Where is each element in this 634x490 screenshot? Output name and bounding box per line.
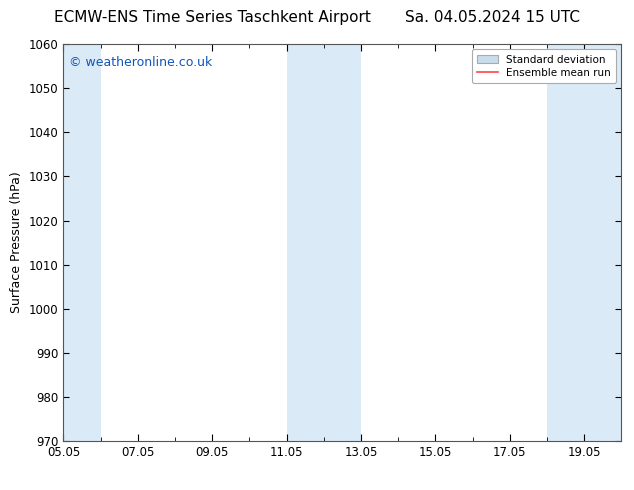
Bar: [287, 44, 361, 441]
Text: ECMW-ENS Time Series Taschkent Airport       Sa. 04.05.2024 15 UTC: ECMW-ENS Time Series Taschkent Airport S…: [54, 10, 580, 25]
Bar: [547, 44, 621, 441]
Y-axis label: Surface Pressure (hPa): Surface Pressure (hPa): [10, 172, 23, 314]
Bar: [63, 44, 101, 441]
Legend: Standard deviation, Ensemble mean run: Standard deviation, Ensemble mean run: [472, 49, 616, 83]
Text: © weatheronline.co.uk: © weatheronline.co.uk: [69, 56, 212, 69]
